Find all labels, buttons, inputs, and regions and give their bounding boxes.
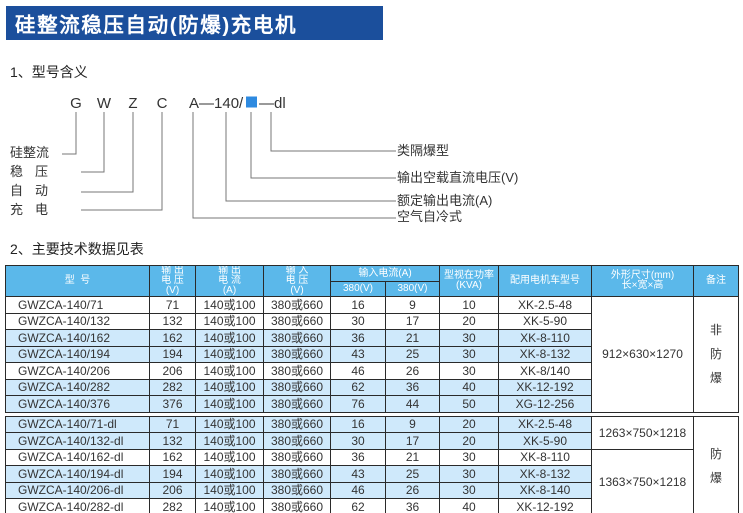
svg-text:类隔爆型: 类隔爆型 — [397, 143, 449, 158]
svg-text:硅整流: 硅整流 — [10, 145, 49, 160]
svg-text:额定输出电流(A): 额定输出电流(A) — [397, 193, 492, 208]
svg-text:自动: 自动 — [10, 183, 48, 198]
svg-text:Z: Z — [128, 95, 137, 112]
svg-text:充电: 充电 — [10, 202, 48, 217]
svg-text:A—140/: A—140/ — [189, 95, 244, 112]
svg-text:C: C — [157, 95, 168, 112]
svg-text:—dl: —dl — [259, 95, 286, 112]
svg-text:输出空载直流电压(V): 输出空载直流电压(V) — [397, 170, 518, 185]
svg-text:稳压: 稳压 — [10, 164, 48, 179]
svg-text:G: G — [70, 95, 82, 112]
svg-text:W: W — [97, 95, 112, 112]
svg-text:空气自冷式: 空气自冷式 — [397, 209, 462, 224]
